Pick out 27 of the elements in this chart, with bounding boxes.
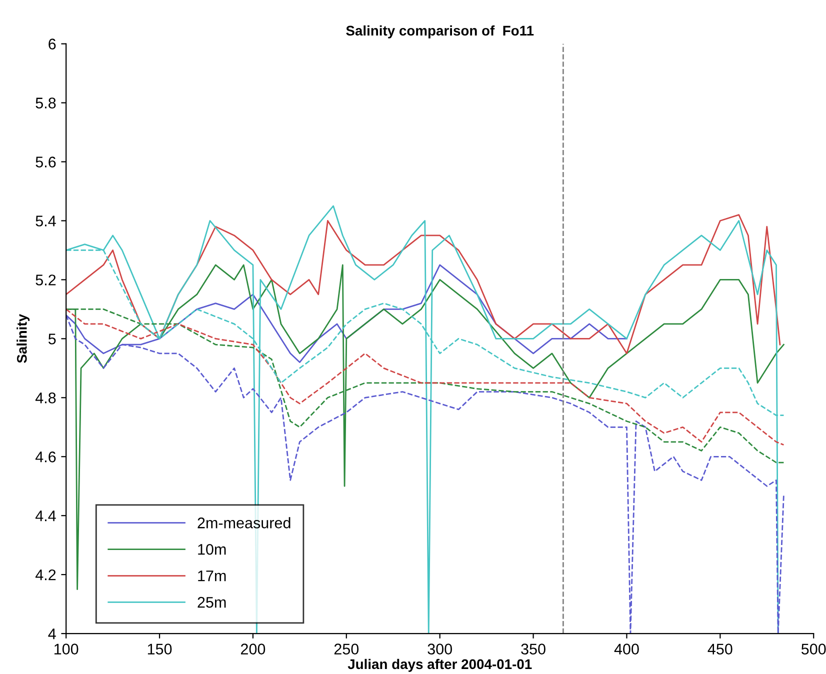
x-tick-label: 200 — [240, 644, 266, 655]
y-axis-title: Salinity — [16, 314, 30, 363]
x-tick-label: 100 — [54, 644, 78, 655]
chart-title: Salinity comparison of Fo11 — [346, 25, 534, 38]
y-tick-label: 5.8 — [36, 98, 56, 108]
x-tick-label: 500 — [801, 644, 826, 655]
y-tick-label: 5.2 — [36, 274, 56, 286]
legend-label: 17m — [198, 570, 226, 582]
x-axis-title: Julian days after 2004-01-01 — [348, 658, 532, 672]
y-tick-label: 4 — [48, 628, 56, 640]
legend-label: 2m-measured — [198, 517, 290, 528]
y-tick-label: 5.4 — [36, 216, 56, 226]
y-tick-label: 5.6 — [36, 156, 56, 168]
x-tick-label: 300 — [428, 644, 452, 655]
legend-label: 10m — [198, 544, 226, 555]
x-tick-label: 250 — [334, 644, 359, 655]
x-tick-label: 400 — [614, 644, 639, 655]
y-tick-label: 4.4 — [35, 510, 56, 522]
y-tick-label: 4.8 — [35, 392, 56, 404]
y-tick-label: 4.6 — [35, 452, 56, 462]
y-tick-label: 6 — [48, 38, 56, 50]
y-tick-label: 5 — [48, 334, 56, 344]
legend-label: 25m — [198, 596, 226, 608]
x-tick-label: 450 — [708, 644, 732, 655]
x-tick-label: 350 — [521, 644, 546, 655]
x-tick-label: 150 — [148, 644, 172, 655]
y-tick-label: 4.2 — [35, 569, 56, 580]
